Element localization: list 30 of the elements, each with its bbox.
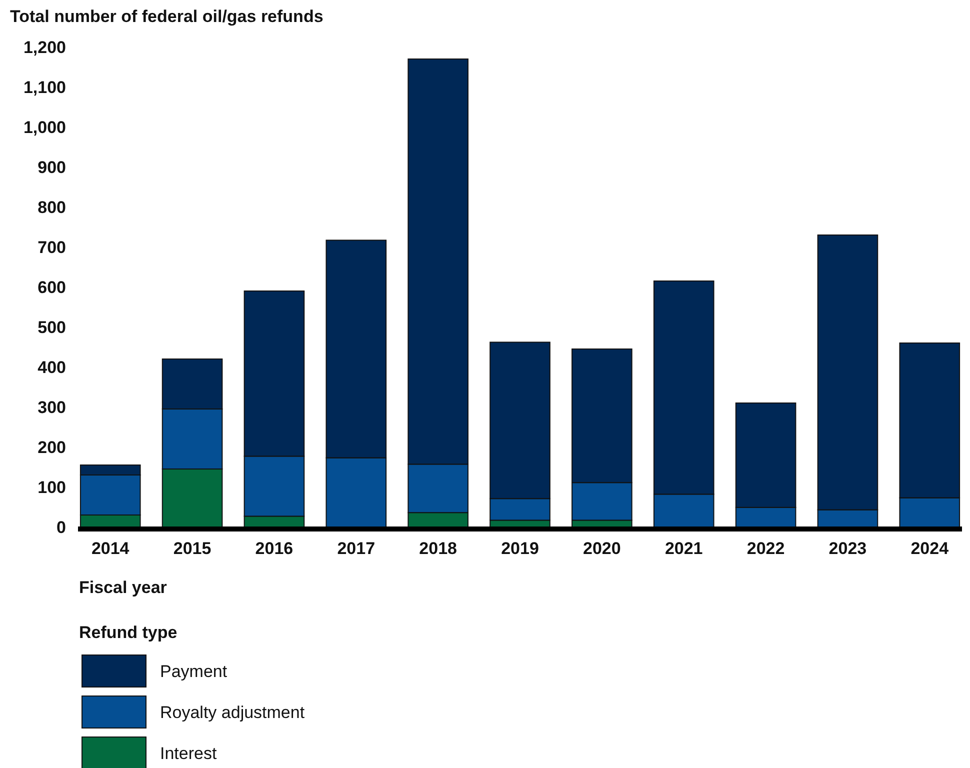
y-tick-label: 200 xyxy=(38,438,66,457)
y-tick-label: 800 xyxy=(38,198,66,217)
y-tick-label: 700 xyxy=(38,238,66,257)
legend-label: Interest xyxy=(160,744,217,763)
y-tick-label: 1,200 xyxy=(23,38,66,57)
y-tick-label: 300 xyxy=(38,398,66,417)
x-tick-label: 2014 xyxy=(91,539,130,558)
x-tick-label: 2023 xyxy=(828,539,867,558)
x-tick-label: 2019 xyxy=(501,539,539,558)
x-tick-label: 2018 xyxy=(419,539,457,558)
x-tick-label: 2020 xyxy=(583,539,621,558)
y-tick-label: 900 xyxy=(38,158,66,177)
x-tick-label: 2024 xyxy=(910,539,950,558)
x-tick-label: 2016 xyxy=(255,539,294,558)
y-tick-label: 1,100 xyxy=(23,78,66,97)
y-tick-label: 1,000 xyxy=(23,118,66,137)
x-axis-title: Fiscal year xyxy=(79,578,168,597)
legend-label: Royalty adjustment xyxy=(160,702,305,722)
y-tick-label: 600 xyxy=(38,278,66,297)
x-tick-label: 2022 xyxy=(746,539,785,558)
legend-label: Payment xyxy=(160,662,228,681)
y-axis-title: Total number of federal oil/gas refunds xyxy=(10,7,324,26)
y-tick-label: 500 xyxy=(38,318,66,337)
y-tick-label: 400 xyxy=(38,358,66,377)
y-tick-label: 0 xyxy=(56,518,66,537)
x-tick-label: 2015 xyxy=(173,539,212,558)
x-tick-label: 2021 xyxy=(664,539,703,558)
legend-title: Refund type xyxy=(79,623,178,642)
y-tick-label: 100 xyxy=(38,478,66,497)
x-tick-label: 2017 xyxy=(337,539,376,558)
